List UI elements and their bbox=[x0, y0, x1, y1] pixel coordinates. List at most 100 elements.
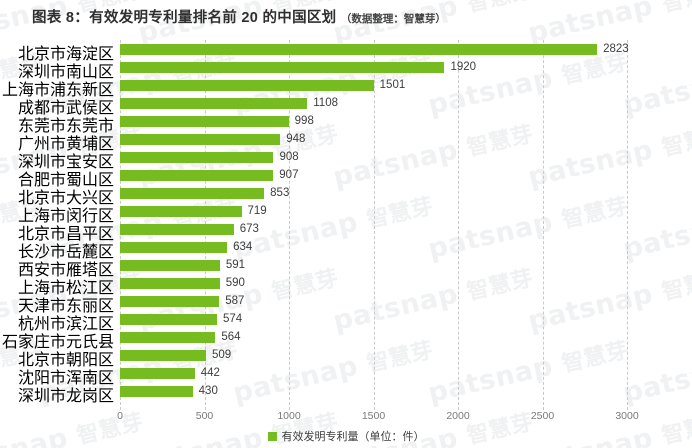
x-axis-tick-label: 1500 bbox=[361, 410, 386, 422]
bar-row: 北京市朝阳区 509 bbox=[0, 346, 692, 369]
bar[interactable] bbox=[120, 187, 265, 199]
bar-value-label: 442 bbox=[200, 367, 220, 379]
bar[interactable] bbox=[120, 313, 217, 325]
category-label: 北京市海淀区 bbox=[17, 46, 114, 63]
bar[interactable] bbox=[120, 205, 242, 217]
category-label: 成都市武侯区 bbox=[17, 100, 114, 117]
x-axis-tick-label: 3000 bbox=[615, 410, 639, 422]
bar-value-label: 587 bbox=[225, 295, 245, 307]
bar-value-label: 634 bbox=[233, 241, 253, 253]
x-axis-tick-label: 1000 bbox=[277, 410, 301, 422]
bar[interactable] bbox=[120, 295, 220, 307]
bar-value-label: 1108 bbox=[313, 97, 338, 109]
category-label: 合肥市蜀山区 bbox=[17, 172, 114, 189]
bar-value-label: 509 bbox=[212, 349, 232, 361]
bar[interactable] bbox=[120, 241, 228, 253]
bar-value-label: 591 bbox=[225, 259, 246, 271]
bar-value-label: 430 bbox=[198, 385, 218, 397]
bar[interactable] bbox=[120, 277, 220, 289]
bar-row: 广州市黄埔区 948 bbox=[0, 130, 692, 153]
category-label: 上海市闵行区 bbox=[17, 208, 114, 225]
category-label: 深圳市宝安区 bbox=[17, 154, 114, 171]
bar-value-label: 998 bbox=[294, 115, 314, 127]
category-label: 深圳市龙岗区 bbox=[17, 388, 114, 405]
category-label: 上海市浦东新区 bbox=[1, 82, 114, 99]
bar-row: 北京市大兴区 853 bbox=[0, 184, 692, 207]
category-label: 石家庄市元氏县 bbox=[1, 334, 114, 351]
category-label: 北京市朝阳区 bbox=[17, 352, 114, 369]
gridline bbox=[542, 40, 544, 410]
bar-row: 北京市海淀区 2823 bbox=[0, 40, 692, 63]
category-label: 杭州市滨江区 bbox=[17, 316, 114, 333]
bar-value-label: 907 bbox=[279, 169, 299, 181]
bar-row: 天津市东丽区 587 bbox=[0, 292, 692, 315]
gridline bbox=[373, 40, 375, 410]
category-label: 西安市雁塔区 bbox=[17, 262, 114, 279]
bar-row: 合肥市蜀山区 907 bbox=[0, 166, 692, 189]
bar-value-label: 719 bbox=[247, 205, 267, 217]
bar-row: 成都市武侯区 1108 bbox=[0, 94, 692, 117]
bar[interactable] bbox=[120, 331, 216, 343]
bar-row: 深圳市宝安区 908 bbox=[0, 148, 692, 171]
category-label: 东莞市东莞市 bbox=[17, 118, 114, 135]
bar-row: 西安市雁塔区 591 bbox=[0, 256, 692, 279]
bar-row: 沈阳市浑南区 442 bbox=[0, 364, 692, 387]
bar-row: 上海市松江区 590 bbox=[0, 274, 692, 297]
category-label: 上海市松江区 bbox=[17, 280, 114, 297]
legend-label: 有效发明专利量（单位：件） bbox=[281, 431, 425, 443]
bar-value-label: 853 bbox=[270, 187, 290, 199]
bar-row: 上海市浦东新区 1501 bbox=[0, 76, 692, 99]
chart-title-main: 图表 8：有效发明专利量排名前 20 的中国区划 bbox=[32, 10, 337, 26]
bar-value-label: 2823 bbox=[603, 43, 629, 55]
bar-row: 上海市闵行区 719 bbox=[0, 202, 692, 225]
chart-title-source: （数据整理：智慧芽） bbox=[340, 13, 446, 25]
bar-row: 东莞市东莞市 998 bbox=[0, 112, 692, 135]
bar[interactable] bbox=[120, 367, 195, 379]
bar[interactable] bbox=[120, 43, 598, 55]
bar-value-label: 1501 bbox=[379, 79, 406, 91]
bar[interactable] bbox=[120, 259, 220, 271]
bar[interactable] bbox=[120, 61, 445, 73]
bar-row: 杭州市滨江区 574 bbox=[0, 310, 692, 333]
category-label: 沈阳市浑南区 bbox=[17, 370, 114, 387]
x-axis-tick-label: 500 bbox=[195, 410, 214, 422]
gridline bbox=[289, 40, 290, 410]
category-label: 广州市黄埔区 bbox=[17, 136, 114, 153]
bar-value-label: 574 bbox=[223, 313, 243, 325]
bar-row: 深圳市南山区 1920 bbox=[0, 58, 692, 81]
x-axis-tick-label: 2000 bbox=[446, 410, 470, 422]
bar[interactable] bbox=[120, 97, 308, 109]
legend-swatch-icon bbox=[267, 431, 277, 441]
bar[interactable] bbox=[120, 223, 234, 235]
bar-value-label: 948 bbox=[286, 133, 306, 145]
bar-row: 北京市昌平区 673 bbox=[0, 220, 692, 243]
category-label: 深圳市南山区 bbox=[17, 64, 114, 81]
category-label: 天津市东丽区 bbox=[17, 298, 114, 315]
bar[interactable] bbox=[120, 349, 207, 361]
bar[interactable] bbox=[120, 133, 281, 145]
bar[interactable] bbox=[120, 151, 274, 163]
gridline bbox=[458, 40, 459, 410]
bar[interactable] bbox=[120, 385, 193, 397]
chart-legend: 有效发明专利量（单位：件） bbox=[0, 428, 692, 444]
bar-value-label: 908 bbox=[279, 151, 299, 163]
bar-row: 石家庄市元氏县 564 bbox=[0, 328, 692, 351]
category-label: 北京市大兴区 bbox=[17, 190, 114, 207]
bar[interactable] bbox=[120, 79, 374, 91]
bar-value-label: 564 bbox=[221, 331, 241, 343]
x-axis-tick-label: 2500 bbox=[530, 410, 555, 422]
bar[interactable] bbox=[120, 169, 274, 181]
bar-value-label: 673 bbox=[239, 223, 259, 235]
bar-row: 长沙市岳麓区 634 bbox=[0, 238, 692, 261]
category-label: 长沙市岳麓区 bbox=[17, 244, 114, 261]
gridline bbox=[627, 40, 628, 410]
bar-row: 深圳市龙岗区 430 bbox=[0, 382, 692, 405]
bar[interactable] bbox=[120, 115, 289, 127]
x-axis-tick-label: 0 bbox=[117, 410, 123, 422]
category-label: 北京市昌平区 bbox=[17, 226, 114, 243]
chart-title: 图表 8：有效发明专利量排名前 20 的中国区划 （数据整理：智慧芽） bbox=[32, 6, 446, 27]
bar-value-label: 1920 bbox=[450, 61, 477, 73]
bar-value-label: 590 bbox=[225, 277, 245, 289]
